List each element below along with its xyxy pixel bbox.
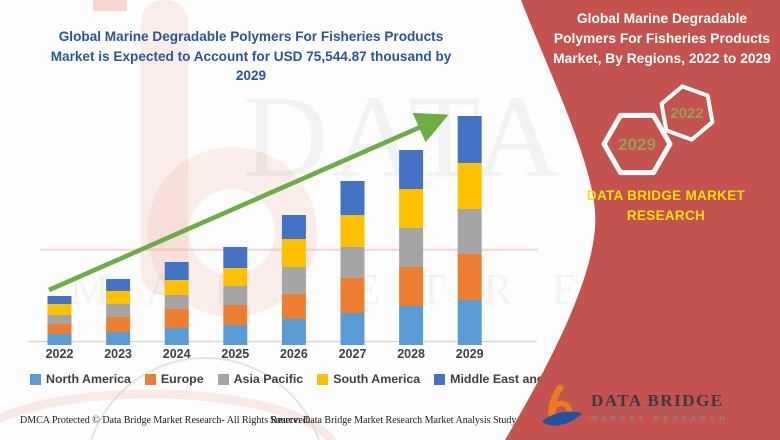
footer-source: Source: Data Bridge Market Research Mark… [270, 415, 539, 426]
bar-segment-europe-2027 [340, 278, 365, 313]
brand-name: DATA BRIDGE MARKET RESEARCH [556, 186, 776, 226]
bar-segment-europe-2028 [399, 267, 424, 306]
legend-item-south-america: South America [317, 372, 420, 386]
hexagon-2029 [601, 112, 673, 176]
dbmr-logo-mark [541, 385, 583, 426]
bar-segment-north-america-2026 [281, 319, 306, 345]
bar-segment-north-america-2029 [457, 300, 482, 345]
main-title-line: 2029 [235, 68, 267, 83]
bar-segment-south-america-2024 [164, 280, 189, 295]
watermark-swoosh [0, 389, 337, 440]
bar-segment-south-america-2026 [281, 239, 306, 267]
bar-segment-north-america-2027 [340, 313, 365, 345]
bar-segment-asia-pacific-2025 [223, 286, 248, 305]
bar-segment-asia-pacific-2026 [281, 267, 306, 294]
bar-segment-north-america-2023 [106, 332, 131, 345]
bar-segment-asia-pacific-2029 [457, 209, 482, 254]
main-title-line: Market is Expected to Account for USD 75… [50, 48, 452, 64]
legend-item-asia-pacific: Asia Pacific [217, 372, 304, 386]
watermark-circle [90, 357, 320, 440]
hexagon-2029-label: 2029 [618, 135, 656, 154]
brand-name-line: DATA BRIDGE MARKET [586, 188, 746, 203]
legend-swatch-asia-pacific [217, 373, 229, 385]
logo-title: DATA BRIDGE [591, 390, 724, 410]
legend-item-europe: Europe [144, 372, 204, 386]
bar-segment-south-america-2029 [457, 163, 482, 209]
x-axis-label-2026: 2026 [279, 347, 308, 361]
bars-group [47, 116, 482, 345]
right-panel-title-line: Market, By Regions, 2022 to 2029 [553, 51, 771, 66]
legend-swatch-europe [144, 373, 156, 385]
bar-segment-middle-east-and-africa-2025 [223, 247, 248, 268]
bar-segment-asia-pacific-2024 [164, 295, 189, 309]
main-title-line: Global Marine Degradable Polymers For Fi… [58, 29, 444, 44]
right-panel-title-line: Polymers For Fisheries Products [553, 31, 771, 46]
bar-segment-asia-pacific-2023 [106, 304, 131, 317]
x-axis-label-2025: 2025 [221, 347, 250, 361]
right-panel-title-line: Global Marine Degradable [576, 11, 748, 26]
bar-segment-south-america-2023 [106, 291, 131, 304]
bar-segment-middle-east-and-africa-2028 [399, 150, 424, 189]
bar-segment-europe-2029 [457, 254, 482, 300]
x-axis-label-2022: 2022 [45, 347, 74, 361]
right-panel-title: Global Marine Degradable Polymers For Fis… [548, 9, 776, 69]
x-axis-label-2028: 2028 [397, 347, 425, 361]
bar-segment-south-america-2027 [340, 215, 365, 247]
bar-segment-south-america-2025 [223, 268, 248, 286]
bar-segment-asia-pacific-2028 [399, 228, 424, 267]
x-axis-label-2023: 2023 [104, 347, 132, 361]
bar-segment-europe-2026 [281, 294, 306, 319]
bar-segment-europe-2023 [106, 317, 131, 332]
bar-segment-middle-east-and-africa-2023 [106, 279, 131, 291]
bar-segment-middle-east-and-africa-2026 [281, 215, 306, 239]
brand-name-line: RESEARCH [626, 208, 706, 223]
legend-label: North America [46, 372, 131, 386]
bar-segment-middle-east-and-africa-2029 [457, 116, 482, 163]
legend-label: Asia Pacific [233, 372, 304, 386]
bar-segment-south-america-2028 [399, 189, 424, 228]
watermark-b-stem [141, 0, 188, 295]
hexagon-2022 [659, 84, 715, 142]
watermark-streak [93, 0, 127, 11]
bar-segment-north-america-2028 [399, 306, 424, 345]
hexagon-2022-label: 2022 [670, 105, 703, 122]
bar-segment-europe-2022 [47, 324, 72, 334]
legend-label: South America [333, 372, 421, 386]
main-title: Global Marine Degradable Polymers For Fi… [26, 27, 476, 86]
bar-segment-europe-2025 [223, 305, 248, 325]
x-axis-label-2027: 2027 [338, 347, 367, 361]
x-axis-label-2029: 2029 [455, 347, 484, 361]
legend-swatch-south-america [317, 373, 329, 385]
legend-swatch-middle-east-and-africa [434, 373, 446, 385]
growth-trend-arrow [48, 112, 449, 293]
bar-segment-north-america-2022 [47, 334, 72, 345]
bar-segment-europe-2024 [164, 309, 189, 328]
legend-label: Europe [160, 372, 204, 386]
bar-segment-asia-pacific-2022 [47, 315, 72, 324]
dbmr-logo: DATA BRIDGE MARKET RESEARCH [540, 385, 729, 429]
bar-segment-middle-east-and-africa-2027 [340, 181, 365, 215]
bar-segment-south-america-2022 [47, 304, 72, 315]
footer-dmca: DMCA Protected © Data Bridge Market Rese… [20, 415, 311, 426]
legend-item-north-america: North America [30, 372, 131, 386]
legend-swatch-north-america [30, 373, 41, 385]
x-axis-label-2024: 2024 [162, 347, 191, 361]
bar-segment-north-america-2024 [164, 328, 189, 345]
bar-segment-asia-pacific-2027 [340, 247, 365, 278]
logo-divider [591, 410, 729, 412]
bar-segment-middle-east-and-africa-2024 [164, 262, 189, 280]
bar-segment-middle-east-and-africa-2022 [47, 296, 72, 304]
logo-subtitle: MARKET RESEARCH [591, 413, 729, 423]
bar-segment-north-america-2025 [223, 325, 248, 345]
